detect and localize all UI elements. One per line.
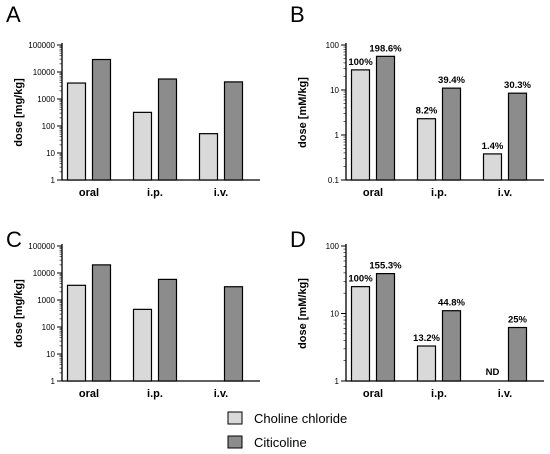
legend-label-citicoline: Citicoline — [254, 435, 307, 450]
data-label-citicoline-ip: 39.4% — [438, 75, 465, 86]
x-tick-label-oral: oral — [363, 187, 383, 199]
y-tick-label: 100000 — [28, 242, 55, 251]
y-tick-label: 100 — [326, 41, 340, 50]
x-tick-label-ip: i.p. — [431, 187, 447, 199]
panel-letter-d: D — [290, 227, 306, 252]
y-tick-label: 10 — [46, 350, 55, 359]
bar-choline-iv — [198, 133, 219, 181]
bar-citicoline-iv — [507, 92, 528, 181]
y-tick-label: 1 — [335, 377, 340, 386]
x-tick-label-ip: i.p. — [147, 187, 163, 199]
data-label-choline-oral: 100% — [348, 57, 373, 68]
bar-citicoline-ip — [157, 278, 178, 382]
data-label-choline-iv: 1.4% — [482, 141, 504, 152]
y-tick-label: 10000 — [33, 68, 56, 77]
bar-citicoline-oral — [375, 273, 396, 382]
bar-citicoline-oral — [91, 264, 112, 382]
panel-letter-a: A — [6, 2, 21, 27]
legend-swatch-citicoline — [227, 435, 243, 449]
panel-letter-c: C — [6, 227, 22, 252]
chart-panel-a: 1 10 100 1000 10000 100000 dose [mg/kg] oral i.p… — [13, 41, 260, 199]
y-axis-label: dose [mM/kg] — [297, 278, 309, 349]
legend-swatch-choline — [227, 411, 243, 425]
legend: Choline chloride Citicoline — [227, 411, 347, 450]
bar-choline-oral — [66, 284, 87, 382]
bar-choline-iv — [482, 153, 503, 181]
x-tick-label-iv: i.v. — [498, 187, 512, 199]
bar-choline-ip — [416, 118, 437, 181]
y-tick-label: 10 — [330, 310, 339, 319]
bar-citicoline-oral — [375, 55, 396, 181]
bar-choline-ip — [416, 345, 437, 382]
y-tick-label: 100 — [326, 242, 340, 251]
legend-label-choline: Choline chloride — [254, 411, 347, 426]
y-tick-label: 100000 — [28, 41, 55, 50]
data-label-choline-iv: ND — [486, 367, 500, 378]
x-tick-label-oral: oral — [363, 388, 383, 400]
y-tick-label: 10000 — [33, 269, 56, 278]
bar-choline-ip — [132, 308, 153, 382]
bar-citicoline-oral — [91, 58, 112, 181]
y-tick-label: 10 — [46, 149, 55, 158]
y-axis-label: dose [mg/kg] — [13, 279, 25, 348]
bar-choline-oral — [350, 69, 371, 181]
chart-panel-c: 1 10 100 1000 10000 100000 dose [mg/kg] oral i.p… — [13, 242, 260, 400]
bar-citicoline-ip — [441, 310, 462, 382]
chart-panel-b: 0.1 1 10 100 dose [mM/kg] oral 100% 198.6% i.p. 8… — [297, 41, 544, 199]
data-label-citicoline-oral: 198.6% — [369, 43, 402, 54]
data-label-citicoline-ip: 44.8% — [438, 298, 465, 309]
y-axis-label: dose [mM/kg] — [297, 77, 309, 148]
chart-panel-d: 1 10 100 dose [mM/kg] oral 100% 155.3% i.p. 13.2… — [297, 242, 544, 400]
y-tick-label: 10 — [330, 86, 339, 95]
bar-citicoline-iv — [223, 81, 244, 181]
y-axis-label: dose [mg/kg] — [13, 78, 25, 147]
data-label-citicoline-iv: 25% — [508, 315, 528, 326]
x-tick-label-oral: oral — [79, 187, 99, 199]
data-label-choline-ip: 8.2% — [416, 106, 438, 117]
bar-citicoline-ip — [157, 78, 178, 181]
x-tick-label-oral: oral — [79, 388, 99, 400]
x-tick-label-iv: i.v. — [498, 388, 512, 400]
x-tick-label-iv: i.v. — [214, 187, 228, 199]
y-tick-label: 0.1 — [328, 176, 340, 185]
y-tick-label: 1 — [51, 176, 56, 185]
bar-choline-oral — [66, 82, 87, 181]
bar-choline-oral — [350, 286, 371, 382]
y-tick-label: 100 — [42, 323, 56, 332]
y-tick-label: 1 — [335, 131, 340, 140]
panel-letter-b: B — [290, 2, 305, 27]
bar-choline-ip — [132, 111, 153, 181]
x-tick-label-ip: i.p. — [431, 388, 447, 400]
bar-citicoline-ip — [441, 87, 462, 181]
data-label-choline-oral: 100% — [348, 274, 373, 285]
bar-citicoline-iv — [223, 286, 244, 382]
y-tick-label: 1000 — [37, 296, 55, 305]
data-label-choline-ip: 13.2% — [413, 333, 440, 344]
y-tick-label: 1 — [51, 377, 56, 386]
data-label-citicoline-iv: 30.3% — [504, 80, 531, 91]
x-tick-label-ip: i.p. — [147, 388, 163, 400]
x-tick-label-iv: i.v. — [214, 388, 228, 400]
y-tick-label: 1000 — [37, 95, 55, 104]
bar-citicoline-iv — [507, 326, 528, 382]
data-label-citicoline-oral: 155.3% — [369, 261, 402, 272]
y-tick-label: 100 — [42, 122, 56, 131]
